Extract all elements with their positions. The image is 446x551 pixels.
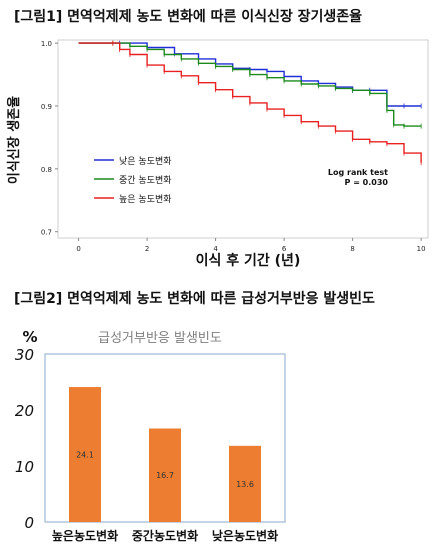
bar-category-label: 높은농도변화 [52,528,118,543]
survival-x-axis-label: 이식 후 기간 (년) [196,252,301,269]
survival-x-tick-label: 4 [213,245,218,253]
bar-y-tick-label: 20 [15,402,34,420]
bar [229,445,261,522]
rejection-bar-chart: % 급성거부반응 발생빈도 0 10 20 30 24.1 16.7 13.6 높은농도변… [15,328,286,543]
survival-y-axis-label: 이식신장 생존율 [6,96,22,184]
bar-chart-title: 급성거부반응 발생빈도 [98,331,222,346]
bar-category-label: 중간농도변화 [132,528,198,543]
bar-x-labels: 높은농도변화 중간농도변화 낮은농도변화 [52,528,278,543]
bar-value-label: 13.6 [236,480,254,489]
survival-x-tick-label: 2 [145,245,149,253]
bar-value-label: 24.1 [76,451,94,460]
survival-y-tick-label: 1.0 [41,40,52,48]
bar-y-ticks: 0 10 20 30 [15,346,34,532]
bar-y-unit-label: % [22,328,37,346]
survival-y-tick-label: 0.7 [41,229,52,237]
survival-legend-label: 낮은 농도변화 [119,156,172,167]
survival-y-ticks: 1.0 0.9 0.8 0.7 [41,40,58,237]
log-rank-label: Log rank test [328,168,388,177]
figure-1-title: [그림1] 면역억제제 농도 변화에 따른 이식신장 장기생존율 [14,9,363,25]
survival-x-tick-label: 10 [417,245,426,253]
survival-y-tick-label: 0.9 [41,103,52,111]
p-value-label: P = 0.030 [345,178,389,187]
survival-series [78,40,422,166]
survival-legend-label: 중간 농도변화 [119,175,172,186]
bar-y-tick-label: 30 [15,346,34,364]
survival-x-tick-label: 8 [350,245,354,253]
survival-x-ticks: 0 2 4 6 8 10 [76,238,426,253]
bar [69,387,101,522]
survival-y-tick-label: 0.8 [41,166,52,174]
survival-legend-label: 높은 농도변화 [119,194,172,205]
bar-value-label: 16.7 [156,471,174,480]
survival-x-tick-label: 0 [76,245,80,253]
bar [149,428,181,522]
bar-y-tick-label: 10 [15,458,34,476]
bar-y-tick-label: 0 [24,514,34,532]
survival-x-tick-label: 6 [282,245,287,253]
bar-category-label: 낮은농도변화 [212,528,278,543]
figure-2-title: [그림2] 면역억제제 농도 변화에 따른 급성거부반응 발생빈도 [14,291,375,307]
bar-series: 24.1 16.7 13.6 [69,387,261,522]
